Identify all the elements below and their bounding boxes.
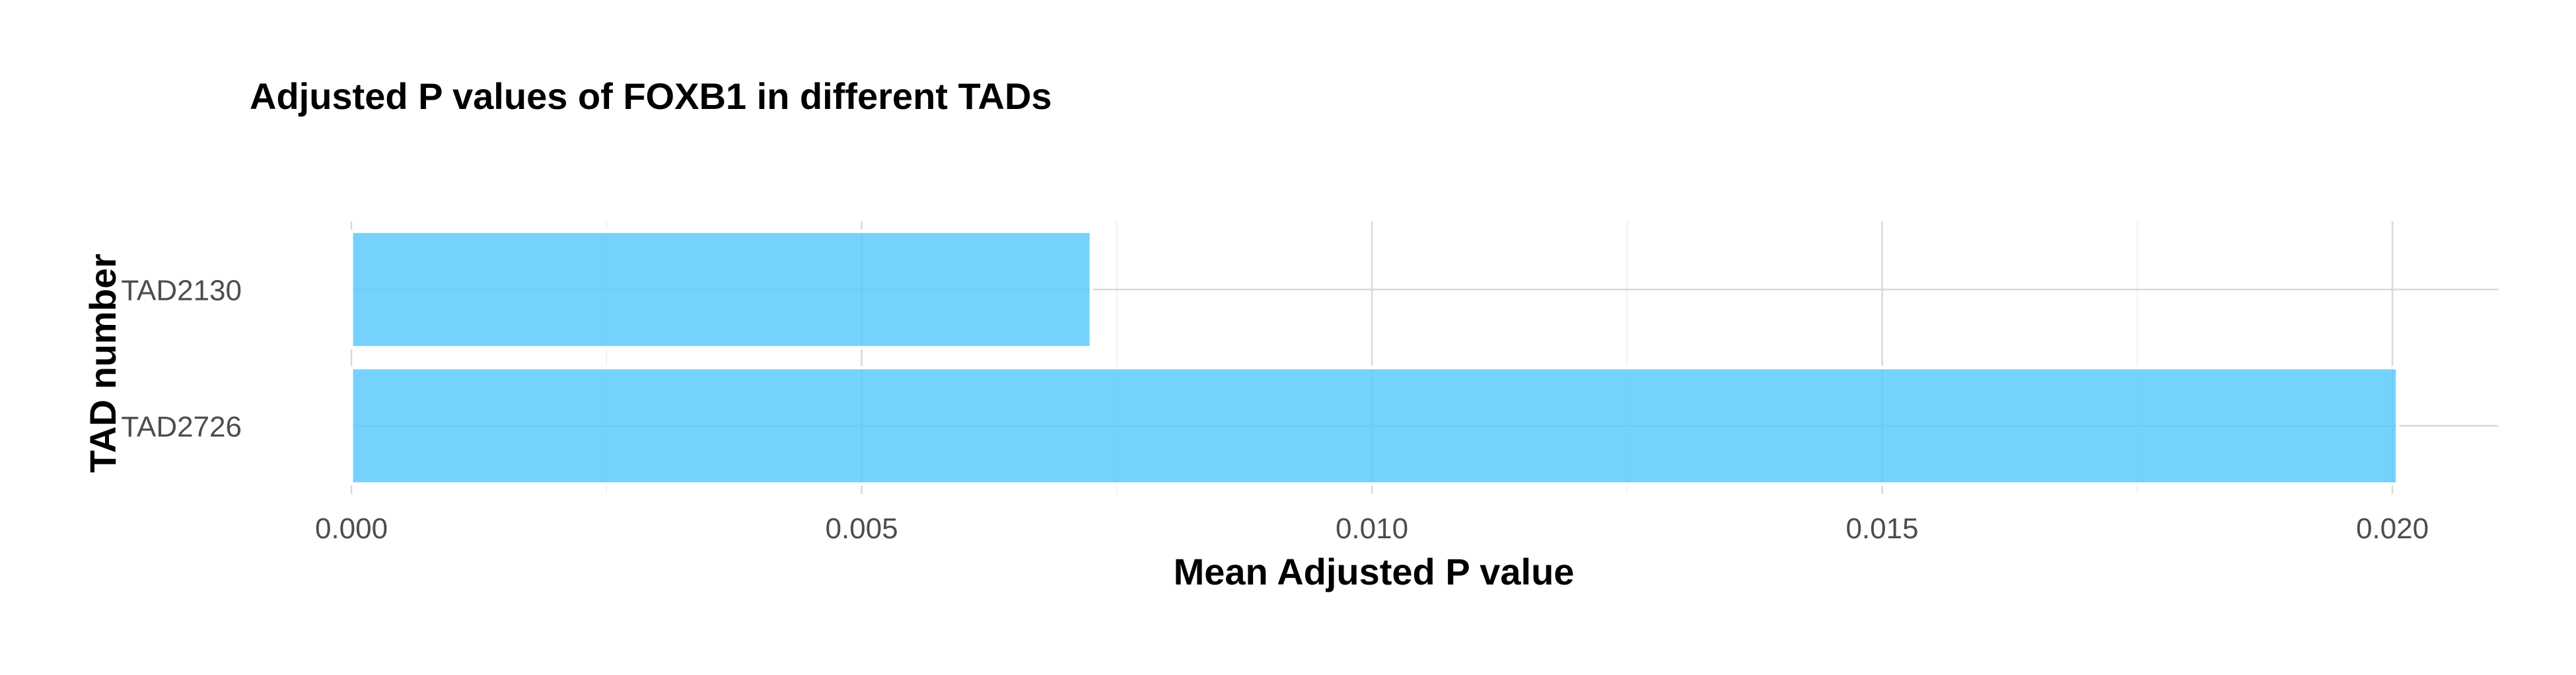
chart-title: Adjusted P values of FOXB1 in different … <box>250 75 1052 117</box>
x-tick-label: 0.000 <box>315 513 388 545</box>
x-tick-label: 0.005 <box>825 513 898 545</box>
tick-labels: 0.000 0.005 0.010 0.015 0.020 TAD2130 TAD2726 <box>121 274 2429 545</box>
bar-tad2130 <box>349 229 1093 349</box>
y-tick-label: TAD2130 <box>121 274 242 306</box>
x-tick-label: 0.015 <box>1845 513 1918 545</box>
y-tick-label: TAD2726 <box>121 411 242 443</box>
x-tick-label: 0.020 <box>2356 513 2429 545</box>
bars <box>349 229 2400 486</box>
bar-tad2726 <box>349 366 2400 486</box>
x-axis-title: Mean Adjusted P value <box>1174 551 1575 592</box>
y-axis-title: TAD number <box>82 254 124 473</box>
x-tick-label: 0.010 <box>1336 513 1408 545</box>
